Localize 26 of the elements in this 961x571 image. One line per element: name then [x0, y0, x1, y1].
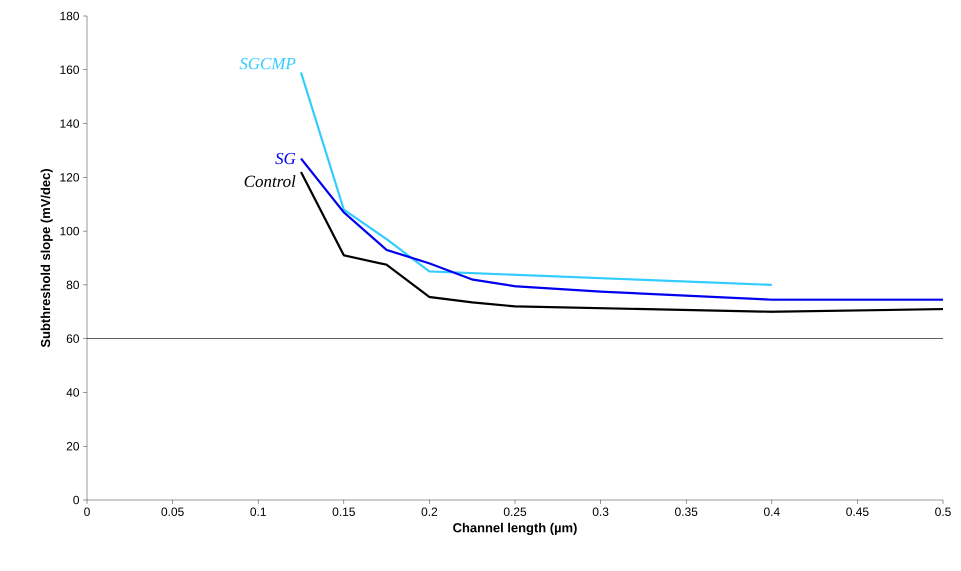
y-tick-label: 180 — [60, 12, 80, 20]
y-tick-label: 40 — [66, 388, 80, 397]
y-tick-label: 160 — [60, 66, 80, 74]
x-tick-label: 0 — [84, 508, 90, 516]
y-tick-label: 20 — [66, 442, 80, 450]
x-tick-label: 0.1 — [250, 508, 266, 516]
x-tick-label: 0.2 — [422, 508, 438, 516]
x-tick-label: 0.25 — [504, 508, 526, 516]
y-tick-label: 140 — [60, 119, 80, 128]
x-tick-label: 0.4 — [764, 508, 780, 516]
y-tick-label: 100 — [60, 226, 80, 236]
x-tick-label: 0.15 — [332, 508, 355, 516]
series-label: SGCMP — [240, 58, 296, 70]
y-tick-label: 0 — [73, 496, 80, 504]
y-tick-label: 120 — [60, 173, 80, 182]
x-tick-label: 0.05 — [161, 508, 184, 516]
y-tick-label: 60 — [66, 334, 80, 343]
series-label: SG — [275, 152, 296, 164]
x-axis-title: Channel length (µm) — [453, 522, 577, 535]
y-tick-label: 80 — [66, 280, 80, 290]
x-tick-label: 0.3 — [592, 508, 608, 516]
x-tick-label: 0.45 — [846, 508, 869, 516]
y-axis-title: Subthreshold slope (mV/dec) — [40, 169, 53, 348]
x-tick-label: 0.35 — [675, 508, 698, 516]
series-label: Control — [244, 175, 296, 188]
x-tick-label: 0.5 — [935, 508, 951, 516]
